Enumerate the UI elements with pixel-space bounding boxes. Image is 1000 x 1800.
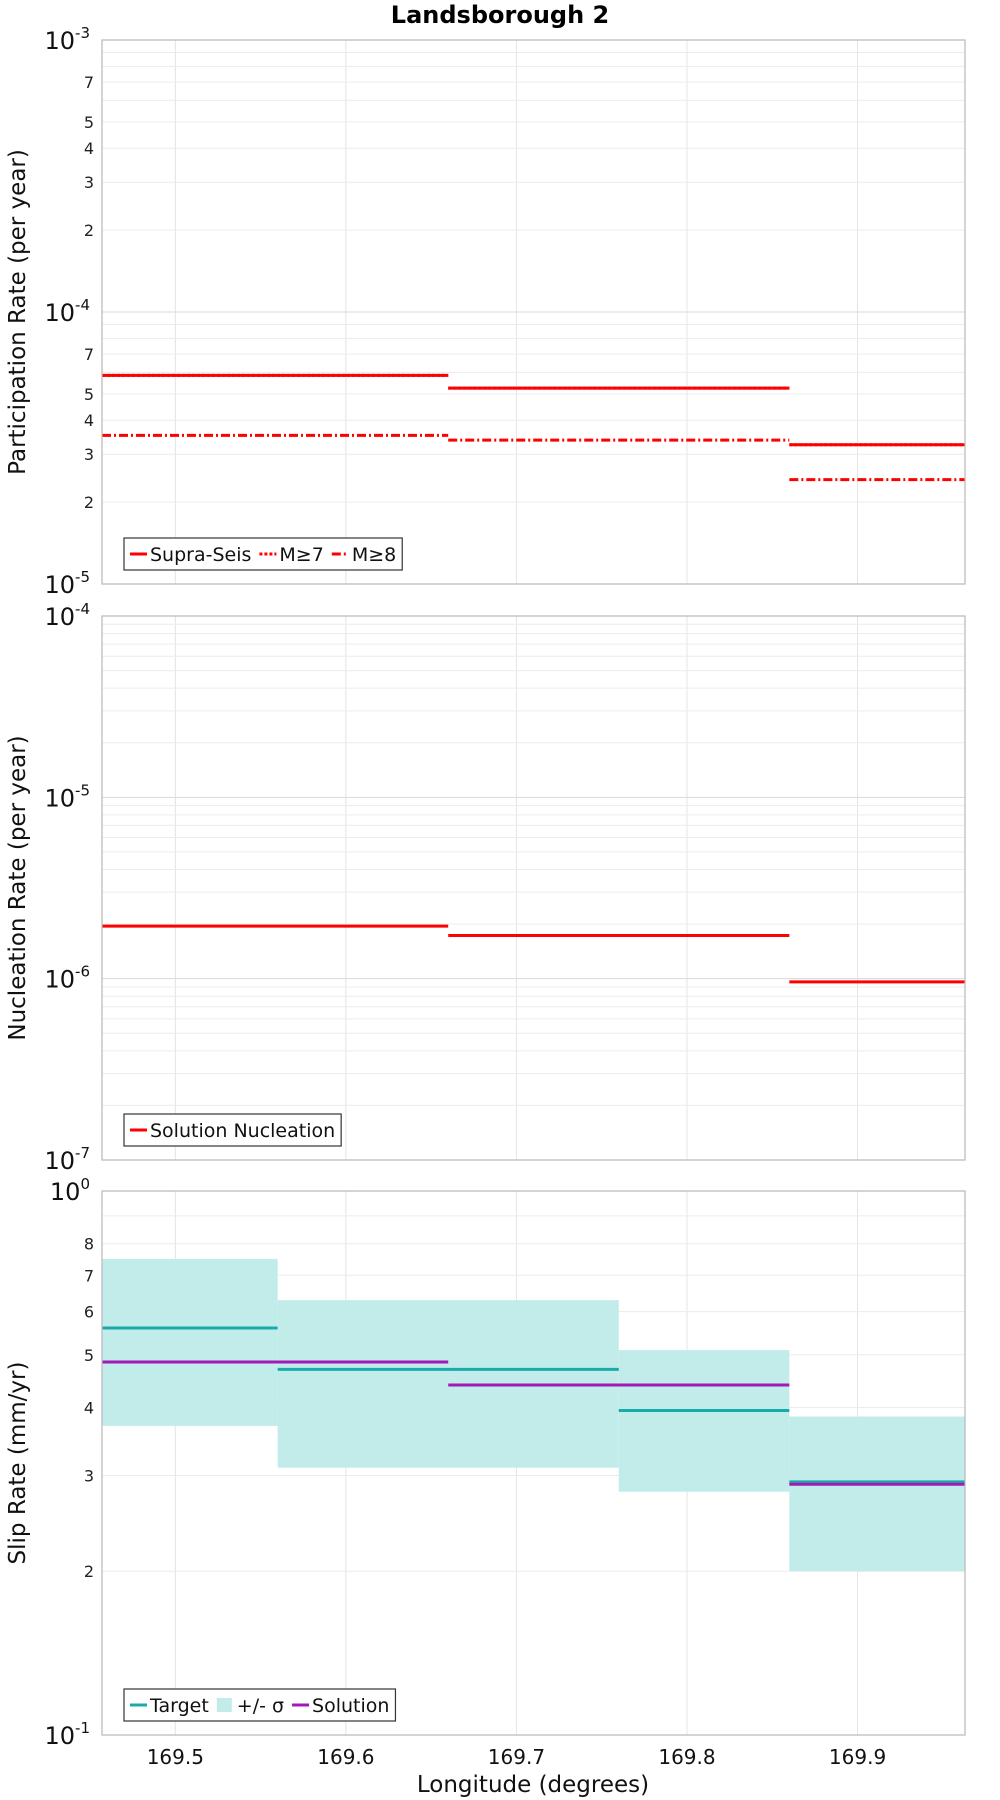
y-axis-label: Nucleation Rate (per year) <box>5 735 31 1040</box>
x-axis-label: Longitude (degrees) <box>417 1772 649 1798</box>
y-minor-tick-label: 5 <box>84 1346 94 1365</box>
y-minor-tick-label: 4 <box>84 139 94 158</box>
y-minor-tick-label: 7 <box>84 73 94 92</box>
x-tick-label: 169.7 <box>488 1745 545 1769</box>
y-minor-tick-label: 5 <box>84 385 94 404</box>
panel-1: 10-5 10-4 10-3 2 2 3 3 4 4 5 5 7 7 Participation Rate… <box>5 24 966 599</box>
plot-frame <box>101 39 966 585</box>
y-tick-label: 100 <box>50 1175 90 1206</box>
y-minor-tick-label: 6 <box>84 1303 94 1322</box>
legend: Supra-Seis M≥7 M≥8 <box>123 537 403 571</box>
y-minor-tick-label: 7 <box>84 1266 94 1285</box>
legend-label: Supra-Seis <box>150 544 251 566</box>
y-minor-tick-label: 5 <box>84 113 94 132</box>
y-axis-label: Participation Rate (per year) <box>5 149 31 475</box>
y-minor-tick-label: 4 <box>84 1398 94 1417</box>
y-tick-label: 10-1 <box>44 1719 90 1750</box>
y-tick-label: 10-6 <box>44 963 90 994</box>
legend-label: M≥8 <box>352 544 396 566</box>
y-tick-label: 10-4 <box>44 600 90 631</box>
plot-frame <box>101 1190 966 1736</box>
x-tick-label: 169.8 <box>658 1745 715 1769</box>
y-axis-label: Slip Rate (mm/yr) <box>5 1362 31 1565</box>
sigma-band <box>618 1350 790 1492</box>
y-minor-tick-label: 3 <box>84 1466 94 1485</box>
legend-label: Solution Nucleation <box>150 1120 335 1142</box>
y-tick-label: 10-3 <box>44 24 90 55</box>
y-minor-tick-label: 2 <box>84 493 94 512</box>
sigma-band <box>102 1258 278 1426</box>
legend: Solution Nucleation <box>123 1113 342 1147</box>
plot-area <box>102 616 965 1160</box>
chart-title: Landsborough 2 <box>391 1 609 29</box>
x-tick-label: 169.5 <box>147 1745 204 1769</box>
legend-label: +/- σ <box>237 1695 284 1717</box>
x-tick-label: 169.6 <box>317 1745 374 1769</box>
y-tick-label: 10-5 <box>44 781 90 812</box>
legend-swatch <box>216 1698 232 1712</box>
y-minor-tick-label: 2 <box>84 1562 94 1581</box>
y-tick-label: 10-4 <box>44 296 90 327</box>
y-minor-tick-label: 4 <box>84 411 94 430</box>
legend-label: Target <box>149 1695 209 1717</box>
y-tick-label: 10-7 <box>44 1144 90 1175</box>
legend-label: Solution <box>312 1695 389 1717</box>
y-minor-tick-label: 8 <box>84 1235 94 1254</box>
y-minor-tick-label: 2 <box>84 221 94 240</box>
legend-frame <box>123 1688 397 1722</box>
legend-frame <box>123 537 403 571</box>
sigma-band <box>789 1416 965 1572</box>
legend-frame <box>123 1113 342 1147</box>
plot-frame <box>101 615 966 1161</box>
legend: Target +/- σ Solution <box>123 1688 397 1722</box>
y-tick-label: 10-5 <box>44 568 90 599</box>
panel-3: 10-1 100 2 3 4 5 6 7 8 Slip Rate (mm/yr) 169.5 169.… <box>5 1175 966 1769</box>
y-minor-tick-label: 3 <box>84 445 94 464</box>
y-minor-tick-label: 7 <box>84 345 94 364</box>
panel-2: 10-7 10-6 10-5 10-4 Nucleation Rate (per yea… <box>5 600 966 1175</box>
y-minor-tick-label: 3 <box>84 173 94 192</box>
legend-label: M≥7 <box>279 544 323 566</box>
x-tick-label: 169.9 <box>829 1745 886 1769</box>
